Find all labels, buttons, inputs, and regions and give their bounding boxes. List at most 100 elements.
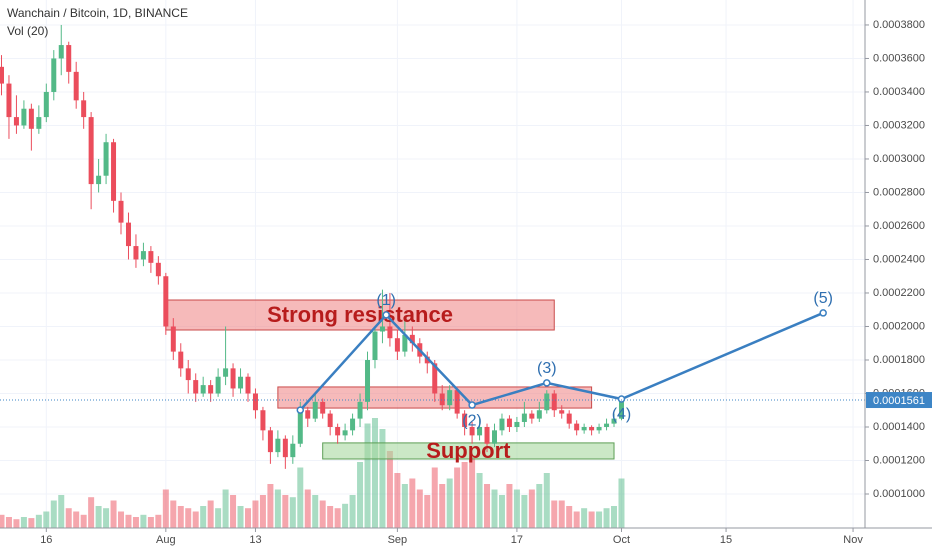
volume-bar bbox=[222, 489, 229, 528]
volume-bar bbox=[65, 508, 72, 528]
volume-bar bbox=[170, 500, 177, 528]
candle-body bbox=[245, 376, 251, 394]
candle-body bbox=[230, 368, 236, 389]
time-axis-bg bbox=[0, 528, 932, 550]
last-price-tag bbox=[866, 392, 932, 409]
volume-bar bbox=[401, 484, 408, 528]
candle-body bbox=[350, 418, 356, 431]
candle-body bbox=[551, 393, 557, 411]
volume-bar bbox=[43, 511, 50, 528]
volume-bar bbox=[185, 508, 192, 528]
candle-body bbox=[447, 390, 453, 406]
candle-body bbox=[28, 108, 34, 129]
volume-bar bbox=[118, 511, 125, 528]
volume-bar bbox=[334, 508, 341, 528]
candle-body bbox=[454, 390, 460, 414]
volume-bar bbox=[20, 517, 27, 528]
volume-label: Vol (20) bbox=[7, 24, 48, 38]
price-axis-bg bbox=[865, 0, 932, 550]
candle-body bbox=[514, 421, 520, 427]
volume-bar bbox=[274, 489, 281, 528]
volume-bar bbox=[297, 467, 304, 528]
volume-bar bbox=[521, 495, 528, 528]
candle-body bbox=[125, 222, 131, 247]
volume-bar bbox=[88, 497, 95, 528]
y-tick-label: 0.0003600 bbox=[873, 52, 925, 64]
volume-bar bbox=[498, 495, 505, 528]
candle-body bbox=[305, 410, 311, 419]
candle-body bbox=[372, 331, 378, 360]
y-tick-label: 0.0001800 bbox=[873, 354, 925, 366]
volume-bar bbox=[162, 489, 169, 528]
chart-title: Wanchain / Bitcoin, 1D, BINANCE bbox=[7, 6, 188, 20]
wave-label: (5) bbox=[813, 290, 833, 307]
candle-body bbox=[133, 246, 139, 260]
wave-point bbox=[819, 309, 827, 317]
candle-body bbox=[335, 426, 341, 436]
wave-line bbox=[299, 311, 824, 411]
volume-bar bbox=[327, 506, 334, 528]
y-tick-label: 0.0001000 bbox=[873, 488, 925, 500]
candle-body bbox=[604, 423, 610, 427]
volume-bar bbox=[506, 484, 513, 528]
candle-body bbox=[357, 401, 363, 419]
volume-bar bbox=[312, 495, 319, 528]
candle-body bbox=[73, 71, 79, 101]
volume-bar bbox=[342, 503, 349, 528]
volume-bar bbox=[581, 508, 588, 528]
candle-body bbox=[484, 426, 490, 444]
wave-point bbox=[468, 401, 476, 409]
volume-bar bbox=[140, 514, 147, 528]
volume-bar bbox=[439, 484, 446, 528]
volume-bar bbox=[147, 517, 154, 528]
y-tick-label: 0.0002400 bbox=[873, 253, 925, 265]
volume-bar bbox=[125, 514, 132, 528]
candle-body bbox=[477, 426, 483, 436]
wave-point bbox=[382, 311, 390, 319]
candle-body bbox=[238, 376, 244, 389]
volume-bar bbox=[349, 495, 356, 528]
wave-label: (1) bbox=[376, 292, 396, 309]
volume-bar bbox=[618, 478, 625, 528]
volume-bar bbox=[0, 514, 5, 528]
volume-bar bbox=[484, 484, 491, 528]
candle-body bbox=[208, 385, 214, 394]
candle-body bbox=[290, 443, 296, 458]
candle-body bbox=[36, 117, 42, 129]
volume-bar bbox=[13, 519, 20, 528]
y-tick-label: 0.0003000 bbox=[873, 153, 925, 165]
y-tick-label: 0.0002600 bbox=[873, 220, 925, 232]
volume-bar bbox=[528, 489, 535, 528]
candle-body bbox=[185, 368, 191, 381]
volume-bar bbox=[394, 473, 401, 528]
volume-bar bbox=[491, 489, 498, 528]
candle-body bbox=[103, 142, 109, 176]
volume-bar bbox=[95, 506, 102, 528]
annotation-text: Support bbox=[426, 438, 511, 463]
candle-body bbox=[297, 410, 303, 444]
candle-body bbox=[596, 426, 602, 431]
volume-bar bbox=[192, 511, 199, 528]
candle-body bbox=[81, 100, 87, 118]
candle-body bbox=[320, 401, 326, 414]
last-price-label: 0.0001561 bbox=[873, 395, 925, 407]
volume-bar bbox=[476, 473, 483, 528]
candle-body bbox=[96, 175, 102, 185]
candle-body bbox=[469, 426, 475, 436]
volume-bar bbox=[409, 478, 416, 528]
volume-bar bbox=[513, 489, 520, 528]
y-tick-label: 0.0003800 bbox=[873, 19, 925, 31]
candle-body bbox=[282, 438, 288, 458]
candle-body bbox=[327, 413, 333, 427]
volume-bar bbox=[103, 508, 110, 528]
x-tick-label: 15 bbox=[720, 534, 732, 546]
volume-bar bbox=[155, 514, 162, 528]
wave-label: (3) bbox=[537, 360, 557, 377]
volume-bar bbox=[230, 495, 237, 528]
candle-body bbox=[544, 393, 550, 411]
volume-bar bbox=[177, 506, 184, 528]
candle-body bbox=[260, 410, 266, 431]
candle-body bbox=[409, 334, 415, 344]
volume-bar bbox=[289, 497, 296, 528]
